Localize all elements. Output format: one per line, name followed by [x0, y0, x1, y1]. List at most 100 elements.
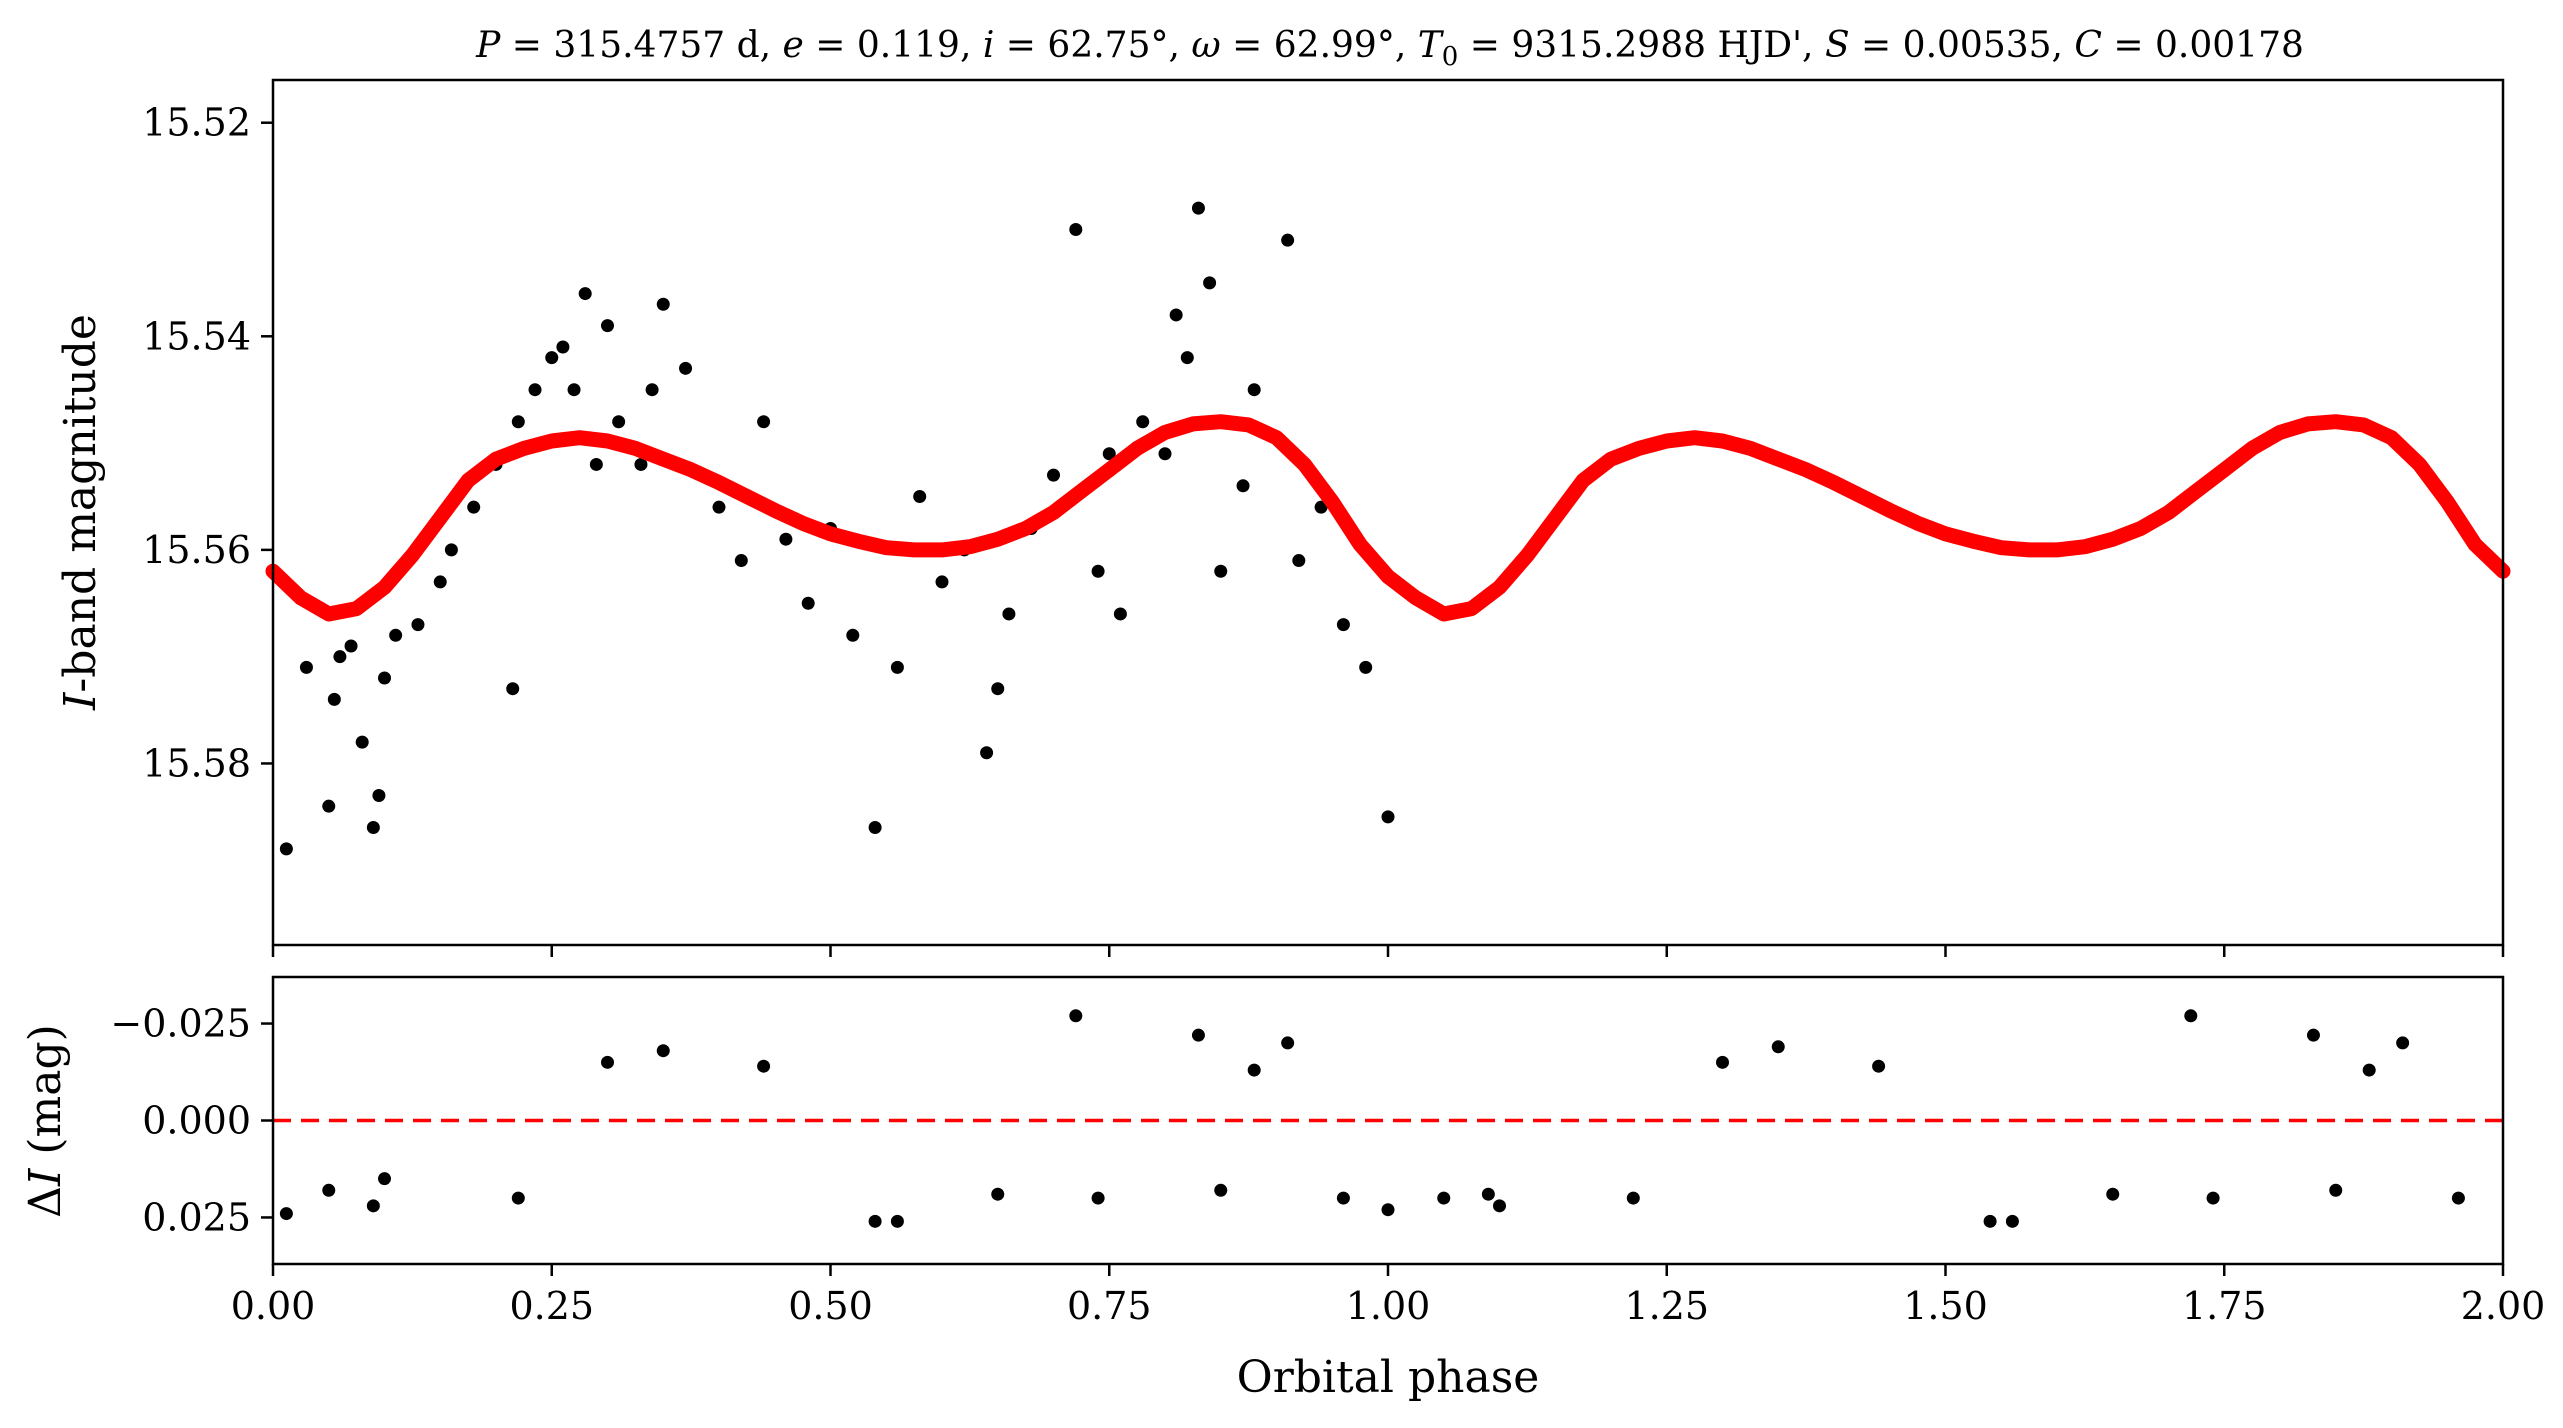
top-data-point [1381, 810, 1395, 824]
top-data-point [444, 543, 458, 557]
bottom-x-tick-label: 1.50 [1903, 1284, 1988, 1328]
top-data-point [1203, 276, 1217, 290]
top-data-point [801, 596, 815, 610]
bottom-data-point [1437, 1191, 1451, 1205]
chart-title: P = 315.4757 d, e = 0.119, i = 62.75°, ω… [475, 25, 2304, 72]
top-data-point [1180, 351, 1194, 365]
top-data-point [779, 532, 793, 546]
bottom-x-tick-label: 1.75 [2182, 1284, 2267, 1328]
top-data-point [734, 554, 748, 568]
top-data-point [366, 821, 380, 835]
bottom-axes-frame [271, 975, 2505, 1266]
top-y-tick-label: 15.52 [142, 101, 251, 145]
bottom-data-point [890, 1214, 904, 1228]
bottom-data-point [2396, 1036, 2410, 1050]
bottom-data-point [322, 1183, 336, 1197]
top-data-point [1158, 447, 1172, 461]
top-y-axis-label: I-band magnitude [55, 314, 106, 711]
top-data-point [1281, 233, 1295, 247]
bottom-data-point [1872, 1059, 1886, 1073]
top-y-tick-label: 15.58 [142, 741, 251, 785]
top-data-point [1247, 383, 1261, 397]
model-curve [265, 414, 2511, 622]
top-data-point [589, 457, 603, 471]
top-data-point [511, 415, 525, 429]
top-data-point [506, 682, 520, 696]
top-y-tick-label: 15.54 [142, 314, 251, 358]
bottom-x-tick-label: 0.25 [509, 1284, 594, 1328]
bottom-panel: −0.025 0.000 0.025 0.00 0.25 0.50 0.75 1.00 1.25… [20, 975, 2545, 1403]
bottom-data-point [1281, 1036, 1295, 1050]
top-data-point [1113, 607, 1127, 621]
top-data-point [980, 746, 994, 760]
bottom-data-point [511, 1191, 525, 1205]
top-data-point [467, 500, 481, 514]
bottom-x-tick-label: 1.25 [1624, 1284, 1709, 1328]
bottom-data-point [2106, 1187, 2120, 1201]
top-data-point [567, 383, 581, 397]
bottom-plot-area [273, 1009, 2503, 1228]
bottom-data-point [1493, 1199, 1506, 1213]
bottom-data-point [656, 1044, 670, 1058]
top-panel: P = 315.4757 d, e = 0.119, i = 62.75°, ω… [55, 25, 2511, 957]
bottom-data-point [2005, 1214, 2019, 1228]
bottom-data-point [868, 1214, 882, 1228]
top-data-point [528, 383, 542, 397]
bottom-data-point [1716, 1055, 1729, 1069]
top-data-point [1069, 223, 1083, 237]
top-data-point [389, 628, 403, 642]
top-data-point [545, 351, 559, 365]
bottom-x-tick-label: 2.00 [2461, 1284, 2546, 1328]
bottom-x-tick-label: 0.75 [1067, 1284, 1152, 1328]
bottom-data-point [991, 1187, 1005, 1201]
bottom-y-tick-label: −0.025 [110, 1002, 251, 1046]
top-data-point [1091, 564, 1105, 578]
bottom-data-point [1771, 1040, 1785, 1054]
top-data-point [1002, 607, 1016, 621]
bottom-axis-ticks: −0.025 0.000 0.025 0.00 0.25 0.50 0.75 1.00 1.25… [110, 1002, 2545, 1328]
bottom-data-point [1481, 1187, 1495, 1201]
top-data-point [1102, 447, 1116, 461]
top-data-point [868, 821, 882, 835]
top-data-point [333, 650, 347, 664]
top-plot-area [265, 201, 2511, 856]
top-data-point [679, 361, 693, 375]
top-data-point [1336, 618, 1350, 632]
top-data-point [612, 415, 626, 429]
top-data-point [299, 660, 313, 674]
bottom-data-point [2184, 1009, 2198, 1023]
top-data-point [757, 415, 771, 429]
top-data-point [656, 297, 670, 311]
bottom-data-point [2362, 1063, 2376, 1077]
top-data-point [327, 692, 341, 706]
top-data-point [1236, 479, 1250, 493]
top-data-point [322, 799, 336, 813]
top-data-point [411, 618, 425, 632]
top-data-point [890, 660, 904, 674]
top-data-point [279, 842, 293, 856]
bottom-data-point [1214, 1183, 1228, 1197]
top-data-point [913, 489, 927, 503]
bottom-data-point [1091, 1191, 1105, 1205]
bottom-data-point [2451, 1191, 2465, 1205]
bottom-y-tick-label: 0.000 [142, 1099, 251, 1143]
bottom-x-tick-label: 1.00 [1346, 1284, 1431, 1328]
top-data-point [1359, 660, 1373, 674]
bottom-data-point [378, 1172, 391, 1186]
top-data-point [578, 287, 592, 301]
bottom-data-point [366, 1199, 380, 1213]
top-data-point [372, 788, 386, 802]
top-data-point [846, 628, 860, 642]
top-data-point [1047, 468, 1060, 482]
bottom-data-point [1336, 1191, 1350, 1205]
bottom-data-point [1191, 1028, 1205, 1042]
bottom-x-tick-label: 0.00 [231, 1284, 316, 1328]
bottom-data-point [1247, 1063, 1261, 1077]
bottom-data-point [1626, 1191, 1640, 1205]
top-data-point [712, 500, 726, 514]
top-data-point [1136, 415, 1150, 429]
top-data-point [433, 575, 447, 589]
top-data-point [1169, 308, 1183, 322]
bottom-data-point [2329, 1183, 2343, 1197]
